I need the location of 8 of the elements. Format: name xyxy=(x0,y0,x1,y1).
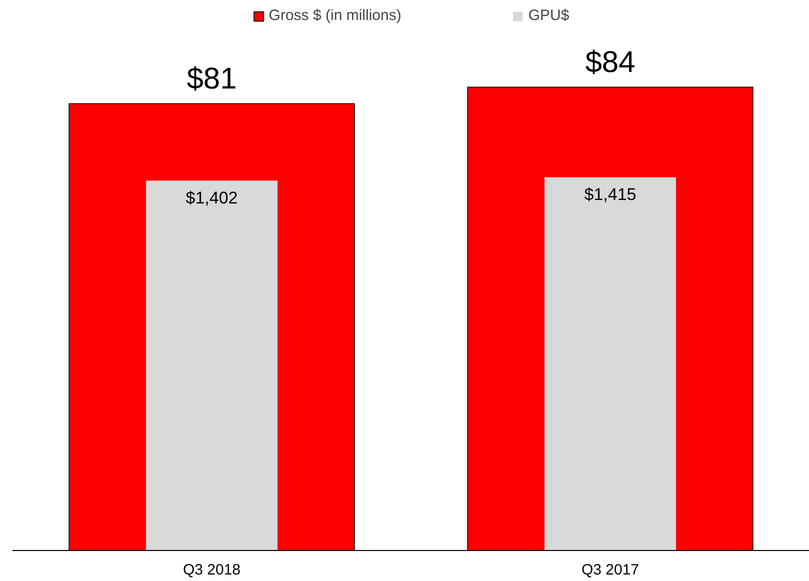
x-tick-label: Q3 2018 xyxy=(182,562,241,578)
legend-label: Gross $ (in millions) xyxy=(268,7,402,24)
data-label: $1,402 xyxy=(186,188,238,208)
legend-label: GPU$ xyxy=(528,7,570,24)
data-label: $1,415 xyxy=(584,185,636,204)
data-label: $81 xyxy=(186,62,237,96)
data-label: $84 xyxy=(585,46,636,80)
x-tick-label: Q3 2017 xyxy=(581,562,640,578)
